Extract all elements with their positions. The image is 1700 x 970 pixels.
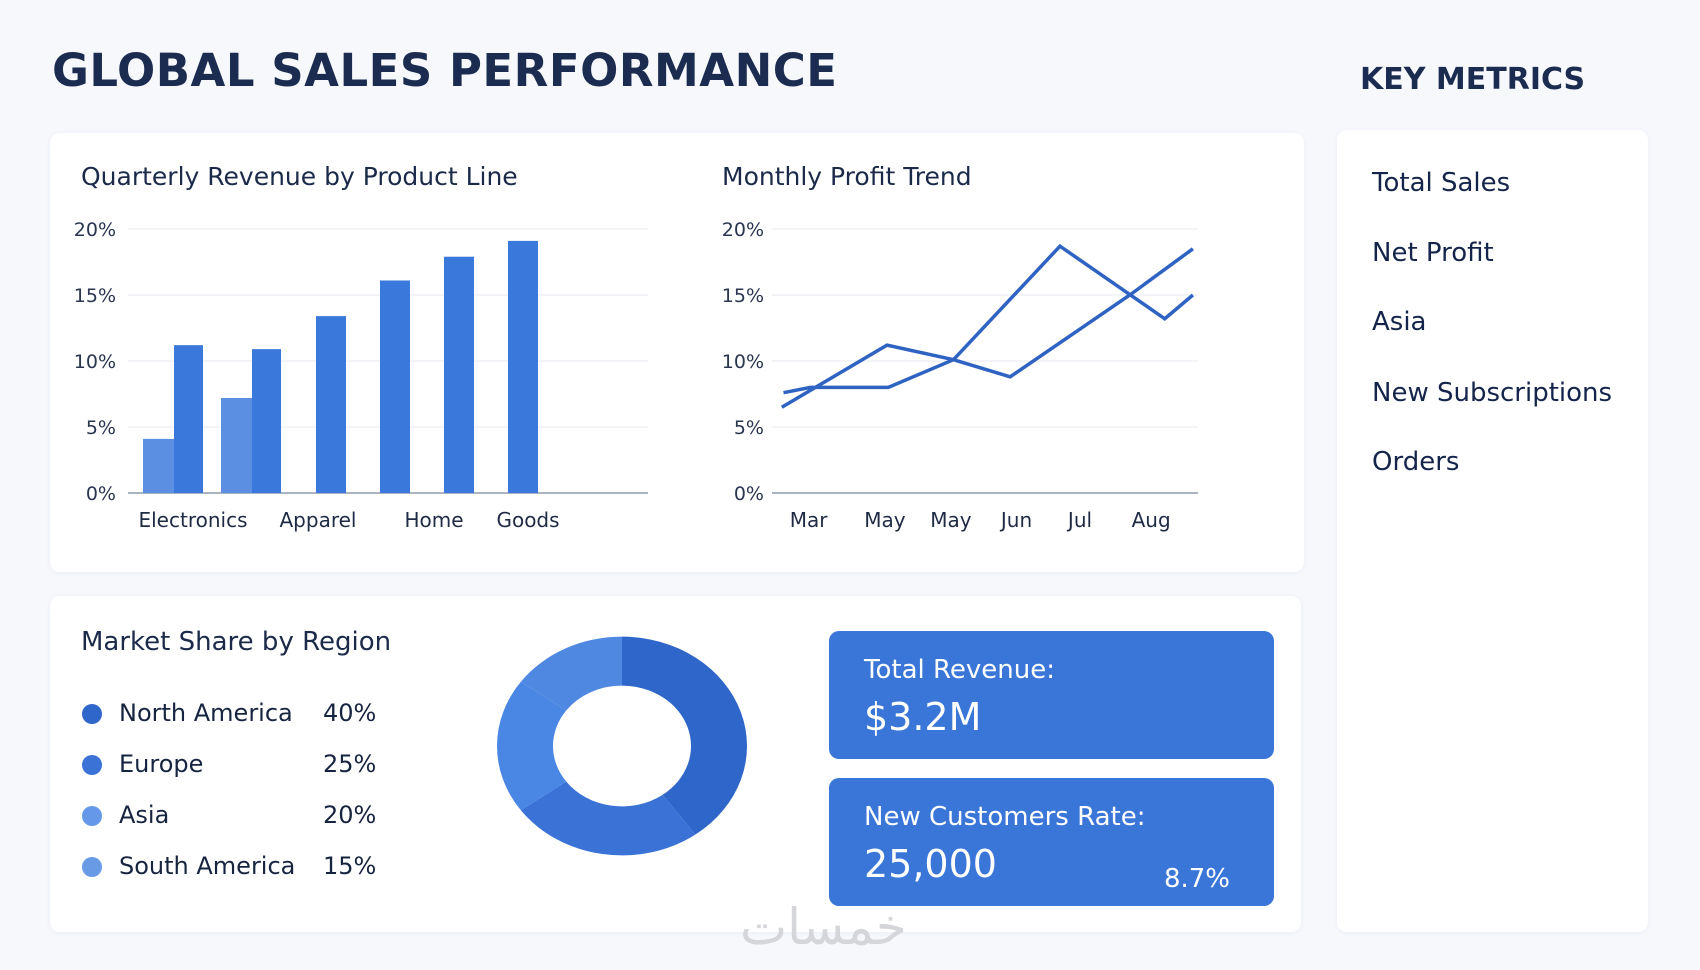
bar-chart: 0% 5% 10% 15% 20% Electronics Apparel Home Goods bbox=[74, 219, 648, 532]
y-tick-label: 5% bbox=[734, 417, 764, 439]
page-title: GLOBAL SALES PERFORMANCE bbox=[52, 44, 838, 97]
donut-group bbox=[497, 636, 747, 856]
x-tick-label: Aug bbox=[1132, 508, 1171, 532]
legend-dot bbox=[82, 857, 102, 877]
legend-dot bbox=[82, 755, 102, 775]
new-customers-value: 25,000 bbox=[864, 842, 997, 886]
x-tick-label: Jun bbox=[999, 508, 1032, 532]
y-tick-label: 20% bbox=[722, 219, 764, 241]
metric-new-subscriptions[interactable]: New Subscriptions bbox=[1372, 378, 1613, 408]
legend-value: 20% bbox=[323, 801, 377, 829]
x-tick-label: Jul bbox=[1066, 508, 1092, 532]
total-revenue-label: Total Revenue: bbox=[864, 655, 1055, 685]
x-tick-label: Goods bbox=[496, 508, 559, 532]
legend-value: 15% bbox=[323, 852, 377, 880]
new-customers-label: New Customers Rate: bbox=[864, 802, 1146, 832]
market-share-title: Market Share by Region bbox=[81, 627, 392, 657]
bar-home bbox=[380, 280, 410, 493]
y-tick-label: 15% bbox=[722, 285, 764, 307]
bar-electronics bbox=[174, 345, 203, 493]
donut-slice-south-america bbox=[520, 636, 622, 711]
x-tick-label: Apparel bbox=[280, 508, 357, 532]
legend-value: 40% bbox=[323, 699, 377, 727]
x-tick-label: Electronics bbox=[138, 508, 247, 532]
bar-apparel bbox=[252, 349, 281, 493]
new-customers-card: New Customers Rate: 25,000 8.7% bbox=[829, 778, 1274, 906]
legend-dot bbox=[82, 704, 102, 724]
bar-apparel bbox=[316, 316, 346, 493]
bar-home bbox=[444, 256, 474, 493]
donut-slice-europe bbox=[520, 781, 696, 856]
total-revenue-value: $3.2M bbox=[864, 695, 982, 739]
x-tick-label: May bbox=[864, 508, 906, 532]
y-tick-label: 5% bbox=[86, 417, 116, 439]
donut-slice-north-america bbox=[622, 636, 747, 835]
metric-net-profit[interactable]: Net Profit bbox=[1372, 238, 1494, 268]
legend-value: 25% bbox=[323, 750, 377, 778]
legend-label: North America bbox=[119, 699, 293, 727]
legend-label: South America bbox=[119, 852, 296, 880]
metric-orders[interactable]: Orders bbox=[1372, 447, 1460, 477]
key-metrics-panel bbox=[1337, 130, 1648, 932]
donut-chart bbox=[497, 636, 747, 856]
legend-label: Europe bbox=[119, 750, 204, 778]
legend-dot bbox=[82, 806, 102, 826]
metric-asia[interactable]: Asia bbox=[1372, 307, 1427, 337]
key-metrics-title: KEY METRICS bbox=[1360, 62, 1586, 97]
y-tick-label: 0% bbox=[734, 483, 764, 505]
line-chart: 0% 5% 10% 15% 20% Mar May May Jun Jul Aug bbox=[722, 219, 1198, 532]
x-tick-label: Mar bbox=[790, 508, 829, 532]
total-revenue-card: Total Revenue: $3.2M bbox=[829, 631, 1274, 759]
bar-electronics bbox=[143, 438, 174, 493]
bar-goods bbox=[508, 240, 538, 493]
y-tick-label: 10% bbox=[722, 351, 764, 373]
line-series-1 bbox=[780, 247, 1194, 409]
line-series-2 bbox=[783, 243, 1195, 395]
x-tick-label: May bbox=[930, 508, 972, 532]
watermark-logo: خمسات bbox=[740, 898, 907, 956]
y-tick-label: 15% bbox=[74, 285, 116, 307]
metric-total-sales[interactable]: Total Sales bbox=[1372, 168, 1511, 198]
line-chart-title: Monthly Profit Trend bbox=[722, 162, 972, 191]
x-tick-label: Home bbox=[404, 508, 463, 532]
y-tick-label: 20% bbox=[74, 219, 116, 241]
legend-label: Asia bbox=[119, 801, 170, 829]
y-tick-label: 0% bbox=[86, 483, 116, 505]
y-tick-label: 10% bbox=[74, 351, 116, 373]
bar-apparel bbox=[221, 397, 252, 493]
donut-slice-asia bbox=[497, 681, 567, 811]
new-customers-rate: 8.7% bbox=[1163, 864, 1230, 894]
bar-chart-title: Quarterly Revenue by Product Line bbox=[81, 162, 518, 191]
